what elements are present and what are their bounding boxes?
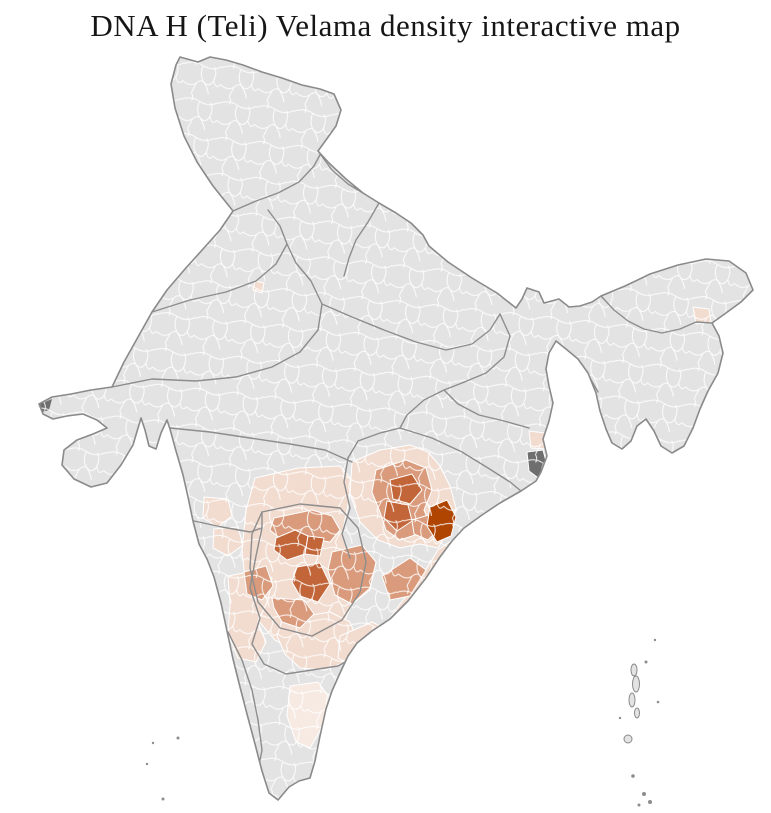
- district-region-mumbai-dark[interactable]: [156, 534, 162, 540]
- map-title: DNA H (Teli) Velama density interactive …: [90, 8, 681, 43]
- lakshadweep-islands: [145, 736, 180, 801]
- andaman-nicobar-islands: [618, 638, 660, 807]
